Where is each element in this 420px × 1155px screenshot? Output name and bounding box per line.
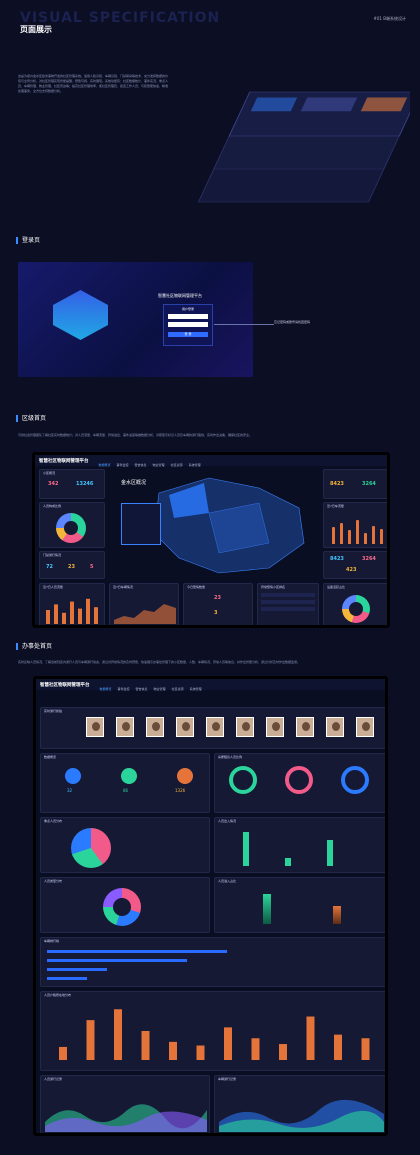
people-area-chart	[45, 1104, 207, 1132]
login-platform-title: 智慧社区物联网管理平台	[158, 293, 202, 298]
panel-in-out: 人员出入情况	[214, 817, 385, 873]
vehicle-flow-bars	[330, 516, 386, 544]
hometown-bar	[279, 1044, 287, 1060]
hometown-bar	[251, 1038, 260, 1060]
login-screen: 智慧社区物联网管理平台 用户登录 登 录	[18, 262, 253, 377]
map-tooltip	[121, 503, 161, 545]
page-title: 页面展示	[20, 25, 52, 34]
panel-data-overview: 数据概览 32 86 1326	[40, 753, 210, 813]
panel-counts: 8423 3264 423	[323, 551, 387, 579]
people-flow-bar	[62, 612, 66, 624]
annotation-line	[214, 324, 274, 325]
office-nav-resources[interactable]: 社区资源	[171, 687, 184, 691]
nav-tab-property[interactable]: 物业管理	[152, 463, 165, 467]
hometown-bar	[196, 1045, 205, 1060]
isometric-building-icon	[53, 290, 108, 340]
panel-vehicle-records: 车辆通行记录	[214, 1075, 385, 1133]
panel-community-overview: 小区概况 342 13246	[39, 469, 105, 499]
username-input[interactable]	[168, 314, 208, 319]
office-nav-events[interactable]: 事件监控	[117, 687, 130, 691]
panel-personnel-ratio: 人员构成比例	[39, 502, 105, 548]
office-nav-warnings[interactable]: 警告信息	[135, 687, 148, 691]
district-dashboard: 智慧社区物联网管理平台 数据概览 事件监控 警告信息 物业管理 社区资源 系统管理 小区概…	[32, 452, 390, 628]
office-dashboard: 智慧社区物联网管理平台 数据概览 事件监控 警告信息 物业管理 社区资源 系统管理 实时通…	[33, 676, 388, 1136]
stacked-screens-illustration	[197, 91, 410, 203]
intro-text: 这是为郑州金水区政务事物开发的社区管理系统。适用人脸识别、车辆识别、门禁联动等技…	[18, 74, 169, 93]
map-area[interactable]: 金水区概况	[109, 469, 319, 579]
hometown-bar	[361, 1038, 370, 1060]
office-app-header: 智慧社区物联网管理平台 数据概览 事件监控 警告信息 物业管理 社区资源 系统管理	[36, 679, 385, 691]
panel-people-flow: 近7日人员流量	[39, 583, 105, 625]
district-map[interactable]	[149, 473, 309, 578]
people-flow-bar	[78, 608, 82, 624]
login-button[interactable]: 登 录	[168, 332, 208, 337]
panel-hometown: 人员户籍所在地分布	[40, 991, 385, 1071]
people-flow-bar	[54, 604, 58, 624]
vehicle-area-chart	[114, 604, 176, 624]
top-nav: 数据概览 事件监控 警告信息 物业管理 社区资源 系统管理	[98, 455, 207, 470]
password-input[interactable]	[168, 322, 208, 327]
nav-tab-warnings[interactable]: 警告信息	[134, 463, 147, 467]
office-description: 实时反映人员情况，了解当前辖区内通行人员与车辆通行动态，通过对异常情况的及时预警…	[18, 660, 301, 664]
hometown-bar	[59, 1046, 67, 1060]
people-flow-bar	[86, 598, 90, 624]
panel-device-active: 设备活跃占比	[323, 583, 387, 625]
capture-strip[interactable]	[41, 714, 385, 741]
panel-person-types: 人员类型分布	[40, 877, 210, 933]
panel-vehicle-kpis: 8423 3264	[323, 469, 387, 499]
hometown-bar	[141, 1031, 150, 1060]
donut-chart	[56, 513, 86, 543]
office-nav-overview[interactable]: 数据概览	[99, 687, 112, 691]
panel-alerts: 今日警情数量 23 3	[183, 583, 253, 625]
header-tag: #01 B端系统设计	[373, 16, 406, 21]
people-flow-chart	[46, 598, 98, 624]
district-description: 可供社会管理团队了解社区实时数据统计；对人员流量、车辆流量、异常进出、事件进度等…	[18, 433, 253, 437]
map-title: 金水区概况	[121, 480, 147, 486]
nav-tab-system[interactable]: 系统管理	[188, 463, 201, 467]
section-title-office: 办事处首页	[16, 643, 52, 650]
people-flow-bar	[46, 610, 50, 624]
bg-watermark-text: VISUAL SPECIFICATION	[20, 10, 221, 26]
hometown-bar	[306, 1016, 315, 1060]
panel-people-records: 人员通行记录	[40, 1075, 210, 1133]
vehicle-records-chart	[219, 1099, 384, 1132]
nav-tab-overview[interactable]: 数据概览	[98, 463, 111, 467]
panel-capture: 实时通行抓拍	[40, 707, 385, 749]
hometown-bar	[169, 1041, 177, 1060]
panel-vehicle-flow: 近7日车流量	[323, 502, 387, 548]
office-nav-property[interactable]: 物业管理	[153, 687, 166, 691]
hometown-bar	[334, 1034, 342, 1060]
login-tab[interactable]: 用户登录	[181, 307, 194, 311]
people-flow-bar	[70, 601, 74, 624]
login-annotation: 忘记密码或账号请找回密码	[274, 320, 311, 324]
panel-entry-ratio: 人员进入占比	[214, 877, 385, 933]
nav-tab-resources[interactable]: 社区资源	[170, 463, 183, 467]
panel-vehicle-ranking: 车辆排行榜	[40, 937, 385, 987]
hometown-bar	[86, 1020, 95, 1060]
hometown-bar	[114, 1009, 122, 1060]
app-title: 智慧社区物联网管理平台	[39, 458, 89, 464]
panel-vehicle-7d: 近7日车辆情况	[109, 583, 179, 625]
section-title-login: 登录页	[16, 237, 40, 244]
panel-access: 门禁通行情况 72 23 5	[39, 551, 105, 579]
app-header: 智慧社区物联网管理平台 数据概览 事件监控 警告信息 物业管理 社区资源 系统管理	[35, 455, 387, 467]
panel-key-people: 重点人员分布	[40, 817, 210, 873]
login-form: 用户登录 登 录	[163, 304, 213, 346]
panel-ranking: 异常警情小区排名	[257, 583, 319, 625]
hometown-bar	[224, 1027, 232, 1060]
office-nav-system[interactable]: 系统管理	[189, 687, 202, 691]
section-title-district: 区级首页	[16, 415, 46, 422]
hometown-bar-chart	[59, 1009, 370, 1060]
people-flow-bar	[94, 607, 98, 624]
panel-rental-ratio: 房屋租赁人员比例	[214, 753, 385, 813]
nav-tab-events[interactable]: 事件监控	[116, 463, 129, 467]
